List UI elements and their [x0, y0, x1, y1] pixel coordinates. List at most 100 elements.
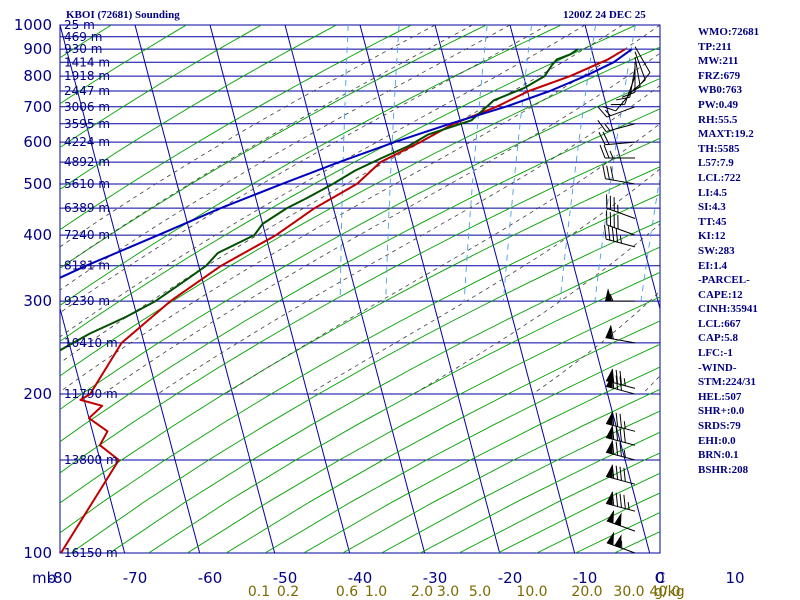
- isotherm--60: [209, 25, 351, 553]
- mixing-ratio-label-1.0: 1.0: [365, 584, 387, 600]
- barb-half: [619, 235, 622, 244]
- barb-shaft: [605, 178, 636, 185]
- barb-full: [615, 426, 619, 441]
- pressure-tick-500: 500: [23, 175, 52, 193]
- wind-barb-5: [605, 425, 636, 446]
- height-label-200: 11790 m: [64, 387, 118, 401]
- isotherm--90: [60, 306, 126, 553]
- barb-shaft: [606, 224, 636, 236]
- barb-full: [603, 144, 610, 159]
- barb-full: [613, 213, 615, 228]
- wind-barb-6: [605, 411, 636, 432]
- barb-full: [623, 467, 626, 482]
- barb-full: [607, 226, 611, 241]
- wind-barb-13: [606, 194, 636, 219]
- index-item: L57:7.9: [698, 157, 734, 170]
- index-item: BRN:0.1: [698, 449, 739, 462]
- pressure-tick-400: 400: [23, 226, 52, 244]
- wind-barb-2: [605, 491, 636, 512]
- index-item: CINH:35941: [698, 303, 758, 316]
- barb-half: [604, 109, 611, 117]
- dewpoint-profile: [60, 48, 579, 352]
- mixing-ratio-label-40.0: 40.0: [649, 584, 680, 600]
- barb-pennant: [606, 464, 613, 479]
- barb-full: [619, 370, 622, 385]
- height-label-400: 7240 m: [64, 228, 110, 242]
- barb-pennant: [606, 531, 615, 546]
- barb-pennant: [614, 534, 622, 548]
- stability-indices-panel: WMO:72681 TP:211 MW:211 FRZ:679 WB0:763 PW:0.…: [698, 25, 759, 477]
- dry-adiabat-460: [536, 492, 660, 553]
- dry-adiabat-210: [60, 25, 187, 105]
- mixing-ratio-unit: g/kg: [654, 584, 685, 600]
- dry-adiabat-280: [60, 46, 660, 377]
- isotherm--70: [134, 25, 276, 553]
- dry-adiabat-230: [60, 25, 337, 190]
- moist-adiabat--30: [60, 25, 436, 248]
- mixing-ratio-line-3: [594, 25, 636, 302]
- barb-shaft: [605, 238, 636, 248]
- chart-title: KBOI (72681) Sounding: [66, 9, 180, 21]
- height-label-950: 469 m: [64, 30, 102, 44]
- mixing-ratio-label-0.2: 0.2: [277, 584, 299, 600]
- height-label-500: 5610 m: [64, 177, 110, 191]
- barb-half: [609, 150, 614, 159]
- temp-tick-10: 10: [725, 569, 744, 587]
- barb-half: [609, 293, 614, 302]
- height-label-550: 4892 m: [64, 155, 110, 169]
- barb-full: [611, 440, 615, 455]
- temp-tick--80: -80: [48, 569, 73, 587]
- height-label-350: 8181 m: [64, 259, 110, 273]
- isotherm--40: [359, 25, 501, 553]
- temp-tick--40: -40: [348, 569, 373, 587]
- isotherm-lines: [60, 25, 660, 553]
- dry-adiabat-260: [60, 25, 562, 307]
- moist-adiabat--25: [60, 25, 473, 269]
- mixing-ratio-label-20.0: 20.0: [571, 584, 602, 600]
- barb-pennant: [606, 368, 613, 383]
- dry-adiabat-380: [225, 320, 660, 553]
- dry-adiabat-220: [60, 25, 262, 149]
- barb-full: [615, 375, 619, 390]
- dry-adiabat-320: [60, 166, 660, 504]
- isotherm--80: [60, 25, 201, 553]
- sounding-profiles: [60, 48, 633, 553]
- barb-full: [597, 106, 608, 118]
- temp-tick--60: -60: [198, 569, 223, 587]
- barb-full: [619, 493, 622, 508]
- index-item: WMO:72681: [698, 26, 760, 38]
- height-label-600: 4224 m: [64, 135, 110, 149]
- barb-full: [610, 166, 614, 181]
- barb-pennant: [606, 425, 613, 440]
- temperature-profile: [60, 48, 626, 553]
- temp-tick--10: -10: [573, 569, 598, 587]
- barb-half: [617, 204, 619, 213]
- mixing-ratio-line-20: [778, 25, 800, 301]
- height-label-300: 9230 m: [64, 294, 110, 308]
- barb-half: [627, 502, 630, 510]
- barb-shaft: [634, 51, 646, 81]
- barb-full: [606, 210, 608, 225]
- mixing-ratio-line-0.6: [463, 25, 488, 302]
- barb-pennant: [606, 411, 613, 426]
- temp-tick--30: -30: [423, 569, 448, 587]
- barb-pennant: [606, 509, 615, 524]
- isotherm--20: [509, 25, 651, 553]
- barb-full: [621, 91, 636, 98]
- barb-full: [640, 72, 651, 84]
- barb-full: [611, 411, 615, 426]
- mixing-ratio-line-0.2: [385, 25, 400, 302]
- barb-full: [619, 413, 622, 428]
- barb-full: [634, 79, 646, 90]
- sounding-datetime: 1200Z 24 DEC 25: [563, 9, 646, 21]
- mixing-ratio-line-0.1: [339, 25, 349, 302]
- barb-full: [615, 441, 619, 456]
- index-item: KI:12: [698, 230, 726, 243]
- dry-adiabat-300: [60, 108, 660, 443]
- barb-shaft: [634, 56, 641, 87]
- index-item: RH:55.5: [698, 113, 738, 126]
- wind-barb-3: [605, 464, 636, 485]
- dry-adiabat-370: [187, 296, 660, 553]
- barb-shaft: [606, 207, 636, 219]
